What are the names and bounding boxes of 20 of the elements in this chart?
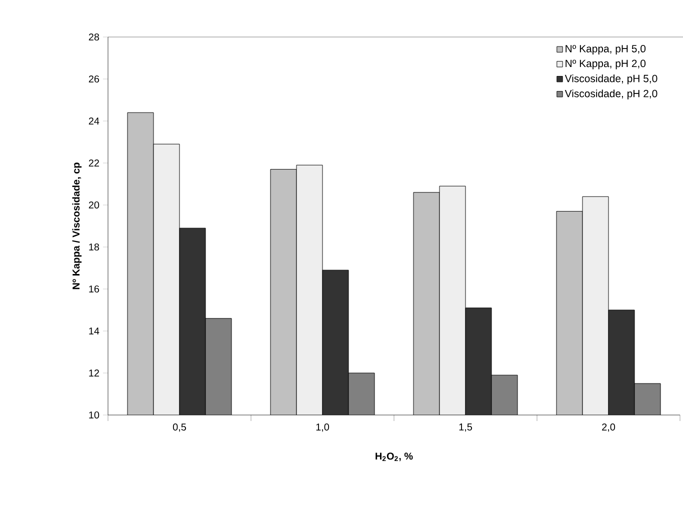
legend-label: Viscosidade, pH 5,0 — [564, 74, 658, 84]
y-tick-label: 26 — [88, 75, 100, 83]
y-tick-label: 28 — [88, 33, 100, 41]
y-tick-label: 14 — [89, 328, 100, 334]
y-tick-label: 10 — [89, 411, 100, 419]
legend-label: Nº Kappa, pH 5,0 — [566, 44, 646, 54]
y-tick-label: 20 — [88, 201, 100, 209]
x-tick-label: 2,0 — [602, 424, 616, 432]
legend-label: Nº Kappa, pH 2,0 — [566, 60, 646, 70]
y-tick-label: 22 — [88, 160, 99, 166]
x-tick-label: 1,5 — [459, 424, 472, 432]
x-axis-title: H$_{2}$O$_{2}$, % — [376, 452, 413, 462]
y-axis-title: Nº Kappa / Viscosidade, cp — [72, 162, 82, 290]
y-tick-label: 16 — [89, 285, 100, 293]
legend-label: Viscosidade, pH 2,0 — [564, 90, 658, 100]
y-tick-label: 18 — [89, 243, 100, 251]
y-tick-label: 12 — [89, 370, 99, 376]
y-tick-label: 24 — [88, 118, 100, 124]
x-tick-label: 0,5 — [172, 424, 186, 432]
x-tick-label: 1,0 — [316, 424, 330, 432]
